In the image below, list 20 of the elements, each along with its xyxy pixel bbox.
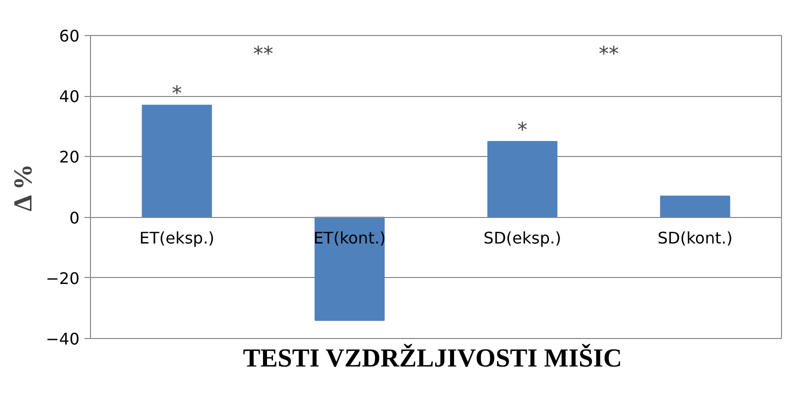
y-axis-title: Δ % xyxy=(8,164,38,212)
y-tick-label: 20 xyxy=(59,148,80,167)
bar xyxy=(487,141,558,218)
annotation: ** xyxy=(598,42,619,66)
bar xyxy=(660,196,730,218)
annotation: * xyxy=(517,118,528,142)
x-tick-label: SD(eksp.) xyxy=(484,228,562,248)
y-tick-label: 40 xyxy=(59,87,80,106)
x-axis-title: TESTI VZDRŽLJIVOSTI MIŠIC xyxy=(243,344,622,372)
x-tick-label: ET(eksp.) xyxy=(139,228,214,248)
y-tick-label: −40 xyxy=(46,330,80,348)
annotation: * xyxy=(172,81,182,106)
bar xyxy=(314,216,385,321)
bar xyxy=(142,104,212,218)
y-tick-label: 60 xyxy=(59,26,80,46)
y-tick-label: −20 xyxy=(46,268,80,288)
annotation: ** xyxy=(253,42,274,66)
x-tick-label: ET(kont.) xyxy=(313,228,386,248)
x-tick-label: SD(kont.) xyxy=(658,228,733,248)
y-tick-label: 0 xyxy=(69,208,80,228)
